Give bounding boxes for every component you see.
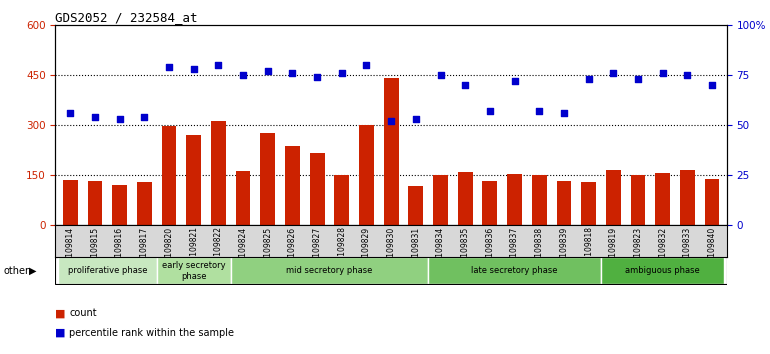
Text: late secretory phase: late secretory phase — [471, 266, 557, 275]
Bar — [705, 179, 719, 225]
Text: GSM109829: GSM109829 — [362, 227, 371, 273]
Point — [64, 110, 76, 116]
Bar — [383, 78, 399, 225]
Text: GSM109816: GSM109816 — [116, 227, 124, 273]
Text: early secretory
phase: early secretory phase — [162, 261, 226, 280]
Text: GSM109832: GSM109832 — [658, 227, 667, 273]
Bar — [112, 185, 127, 225]
Text: GSM109825: GSM109825 — [263, 227, 273, 273]
Text: GSM109822: GSM109822 — [214, 227, 223, 272]
Text: GSM109815: GSM109815 — [90, 227, 99, 273]
Text: other: other — [4, 266, 30, 276]
Text: ■: ■ — [55, 308, 66, 318]
Text: GSM109827: GSM109827 — [313, 227, 322, 273]
Text: GSM109834: GSM109834 — [436, 227, 445, 273]
Point — [162, 64, 175, 70]
Text: count: count — [69, 308, 97, 318]
Bar — [680, 171, 695, 225]
Point — [138, 114, 150, 120]
Bar — [601, 257, 725, 284]
Bar — [631, 176, 645, 225]
Bar — [211, 121, 226, 225]
Text: GSM109819: GSM109819 — [609, 227, 618, 273]
Point — [89, 114, 101, 120]
Point — [188, 66, 200, 72]
Bar — [428, 257, 601, 284]
Point — [508, 78, 521, 84]
Bar — [88, 182, 102, 225]
Point — [459, 82, 471, 88]
Point — [213, 62, 225, 68]
Bar — [58, 257, 156, 284]
Bar — [557, 182, 571, 225]
Text: GSM109817: GSM109817 — [140, 227, 149, 273]
Text: GSM109837: GSM109837 — [510, 227, 519, 273]
Bar — [507, 174, 522, 225]
Bar — [359, 125, 374, 225]
Bar — [186, 135, 201, 225]
Point — [410, 116, 422, 122]
Point — [608, 70, 620, 76]
Point — [237, 72, 249, 78]
Bar — [162, 126, 176, 225]
Point — [360, 62, 373, 68]
Text: GSM109828: GSM109828 — [337, 227, 346, 272]
Text: GSM109818: GSM109818 — [584, 227, 593, 272]
Bar — [458, 172, 473, 225]
Point — [681, 72, 694, 78]
Point — [582, 76, 594, 82]
Text: GSM109824: GSM109824 — [239, 227, 247, 273]
Text: ▶: ▶ — [29, 266, 37, 276]
Text: GSM109823: GSM109823 — [634, 227, 642, 273]
Bar — [581, 182, 596, 225]
Bar — [334, 175, 350, 225]
Bar — [408, 187, 424, 225]
Text: GSM109833: GSM109833 — [683, 227, 692, 273]
Bar — [310, 153, 324, 225]
Text: percentile rank within the sample: percentile rank within the sample — [69, 328, 234, 338]
Point — [113, 116, 126, 122]
Bar — [483, 182, 497, 225]
Text: proliferative phase: proliferative phase — [68, 266, 147, 275]
Point — [336, 70, 348, 76]
Bar — [260, 133, 275, 225]
Text: ■: ■ — [55, 328, 66, 338]
Text: GSM109814: GSM109814 — [65, 227, 75, 273]
Bar — [156, 257, 231, 284]
Text: GSM109838: GSM109838 — [535, 227, 544, 273]
Text: GSM109820: GSM109820 — [165, 227, 173, 273]
Point — [385, 118, 397, 124]
Bar — [433, 176, 448, 225]
Bar — [231, 257, 428, 284]
Point — [657, 70, 669, 76]
Text: GSM109831: GSM109831 — [411, 227, 420, 273]
Point — [262, 68, 274, 74]
Point — [557, 110, 570, 116]
Bar — [285, 147, 300, 225]
Bar — [236, 171, 250, 225]
Text: GSM109835: GSM109835 — [460, 227, 470, 273]
Text: GSM109840: GSM109840 — [708, 227, 717, 273]
Point — [484, 108, 496, 114]
Point — [286, 70, 299, 76]
Point — [632, 76, 644, 82]
Text: GSM109830: GSM109830 — [387, 227, 396, 273]
Text: GSM109826: GSM109826 — [288, 227, 297, 273]
Point — [533, 108, 545, 114]
Point — [434, 72, 447, 78]
Text: GDS2052 / 232584_at: GDS2052 / 232584_at — [55, 11, 198, 24]
Bar — [655, 173, 670, 225]
Text: ambiguous phase: ambiguous phase — [625, 266, 700, 275]
Point — [311, 74, 323, 80]
Bar — [606, 171, 621, 225]
Text: GSM109821: GSM109821 — [189, 227, 198, 272]
Point — [706, 82, 718, 88]
Text: GSM109839: GSM109839 — [560, 227, 568, 273]
Text: mid secretory phase: mid secretory phase — [286, 266, 373, 275]
Bar — [532, 176, 547, 225]
Text: GSM109836: GSM109836 — [485, 227, 494, 273]
Bar — [137, 182, 152, 225]
Bar — [63, 180, 78, 225]
